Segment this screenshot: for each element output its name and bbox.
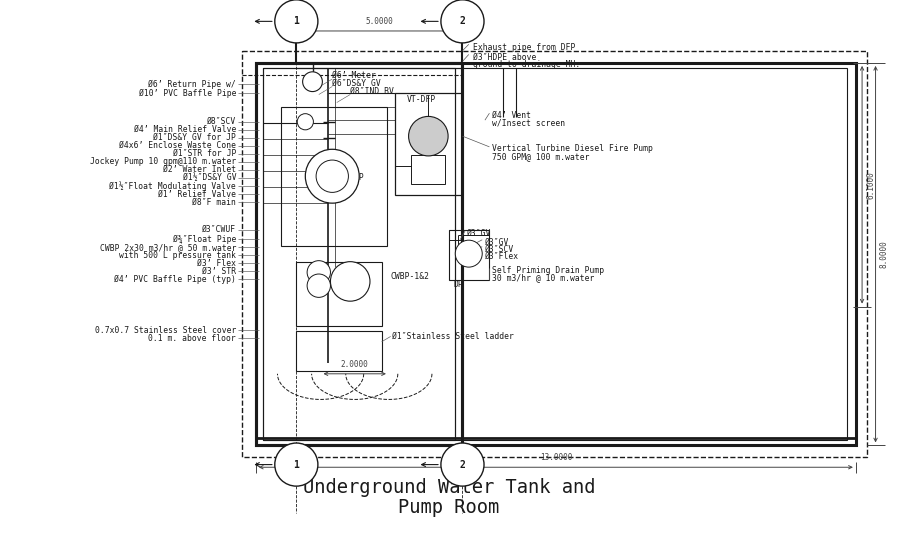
Text: Ø6’ Meter: Ø6’ Meter [332, 71, 376, 80]
Circle shape [316, 160, 348, 192]
Text: Ø8″F main: Ø8″F main [192, 198, 236, 206]
Text: 1: 1 [294, 17, 299, 26]
Text: 2: 2 [460, 17, 465, 26]
Text: Underground Water Tank and: Underground Water Tank and [303, 478, 595, 497]
Text: Pump Room: Pump Room [399, 498, 499, 517]
Text: Ø3’ Flex: Ø3’ Flex [198, 259, 236, 268]
Text: Ø4’ PVC Baffle Pipe (typ): Ø4’ PVC Baffle Pipe (typ) [114, 274, 236, 284]
Circle shape [297, 114, 313, 130]
Text: 2.0000: 2.0000 [341, 360, 368, 369]
Circle shape [441, 0, 484, 43]
Text: Ø6″DS&Y GV: Ø6″DS&Y GV [332, 78, 381, 88]
Bar [242, 51, 867, 457]
Text: Vertical Turbine Diesel Fire Pump: Vertical Turbine Diesel Fire Pump [492, 144, 653, 153]
Bar [395, 93, 462, 195]
Text: with 500 L pressure tank: with 500 L pressure tank [119, 251, 236, 260]
Text: Self Priming Drain Pump: Self Priming Drain Pump [492, 266, 604, 275]
Circle shape [275, 0, 318, 43]
Circle shape [455, 240, 482, 267]
Text: 0.7x0.7 Stainless Steel cover: 0.7x0.7 Stainless Steel cover [95, 326, 236, 334]
Text: ground to drainage MH.: ground to drainage MH. [473, 60, 580, 69]
Text: Jockey Pump 10 gpm@110 m.water: Jockey Pump 10 gpm@110 m.water [90, 158, 236, 166]
Circle shape [275, 443, 318, 486]
Bar [296, 331, 382, 371]
Text: Ø1″DS&Y GV for JP: Ø1″DS&Y GV for JP [154, 134, 236, 142]
Text: Ø1″Stainless Steel ladder: Ø1″Stainless Steel ladder [392, 332, 515, 341]
Text: I I: I I [344, 278, 357, 285]
Text: JP: JP [355, 173, 365, 182]
Circle shape [330, 262, 370, 301]
Text: Ø3″CWUF: Ø3″CWUF [202, 225, 236, 234]
Text: Ø3″GV: Ø3″GV [467, 229, 491, 238]
Text: 2: 2 [460, 460, 465, 469]
Bar [411, 155, 445, 184]
Text: Ø1″STR for JP: Ø1″STR for JP [172, 150, 236, 158]
Text: 6.1000: 6.1000 [866, 171, 875, 199]
Text: CWBP-1&2: CWBP-1&2 [391, 272, 429, 281]
Text: Ø6’ Return Pipe w/: Ø6’ Return Pipe w/ [148, 80, 236, 89]
Text: Ø8″IND BV: Ø8″IND BV [350, 87, 394, 96]
Text: Ø3’ STR: Ø3’ STR [202, 267, 236, 276]
Bar [263, 68, 847, 440]
Text: Ø1’ Relief Valve: Ø1’ Relief Valve [158, 190, 236, 198]
Bar [449, 230, 489, 280]
Text: 1: 1 [294, 460, 299, 469]
Bar [263, 68, 455, 440]
Text: Ø¾″Float Pipe: Ø¾″Float Pipe [172, 234, 236, 244]
Text: Ø8″SCV: Ø8″SCV [207, 117, 236, 126]
Text: Ø4’ Main Relief Valve: Ø4’ Main Relief Valve [134, 125, 236, 134]
Text: Ø3″Flex: Ø3″Flex [485, 252, 519, 261]
Text: w/Insect screen: w/Insect screen [492, 119, 565, 128]
Text: Ø2’ Water Inlet: Ø2’ Water Inlet [163, 166, 236, 174]
Text: 8.0000: 8.0000 [879, 240, 888, 268]
Text: Ø1½″DS&Y GV: Ø1½″DS&Y GV [182, 174, 236, 182]
Text: 0.1 m. above floor: 0.1 m. above floor [148, 334, 236, 342]
Text: 30 m3/hr @ 10 m.water: 30 m3/hr @ 10 m.water [492, 273, 594, 282]
Text: CWBP 2x30 m3/hr @ 50 m.water: CWBP 2x30 m3/hr @ 50 m.water [100, 243, 236, 252]
Text: Ø3″GV: Ø3″GV [485, 238, 509, 247]
Text: Ø3″SCV: Ø3″SCV [485, 245, 515, 254]
Text: Exhaust pipe from DFP: Exhaust pipe from DFP [473, 43, 576, 52]
Text: Ø4x6’ Enclose Waste Cone: Ø4x6’ Enclose Waste Cone [119, 142, 236, 150]
Text: Ø10’ PVC Baffle Pipe: Ø10’ PVC Baffle Pipe [138, 88, 236, 98]
Text: DP: DP [453, 280, 462, 289]
Bar [256, 63, 462, 445]
Text: VT-DFP: VT-DFP [407, 95, 436, 104]
Circle shape [441, 443, 484, 486]
Text: 13.0000: 13.0000 [540, 453, 572, 462]
Circle shape [305, 150, 359, 203]
Text: Ø4’ Vent: Ø4’ Vent [492, 111, 531, 120]
Text: Ø3″HDPE above: Ø3″HDPE above [473, 52, 537, 61]
Bar [256, 63, 856, 445]
Bar [281, 107, 387, 246]
Text: 750 GPM@ 100 m.water: 750 GPM@ 100 m.water [492, 152, 590, 161]
Circle shape [303, 72, 322, 91]
Text: 5.0000: 5.0000 [365, 17, 393, 26]
Circle shape [409, 116, 448, 156]
Text: Ø1½″Float Modulating Valve: Ø1½″Float Modulating Valve [110, 181, 236, 191]
Circle shape [307, 274, 330, 297]
Circle shape [307, 261, 330, 284]
Bar [296, 262, 382, 326]
